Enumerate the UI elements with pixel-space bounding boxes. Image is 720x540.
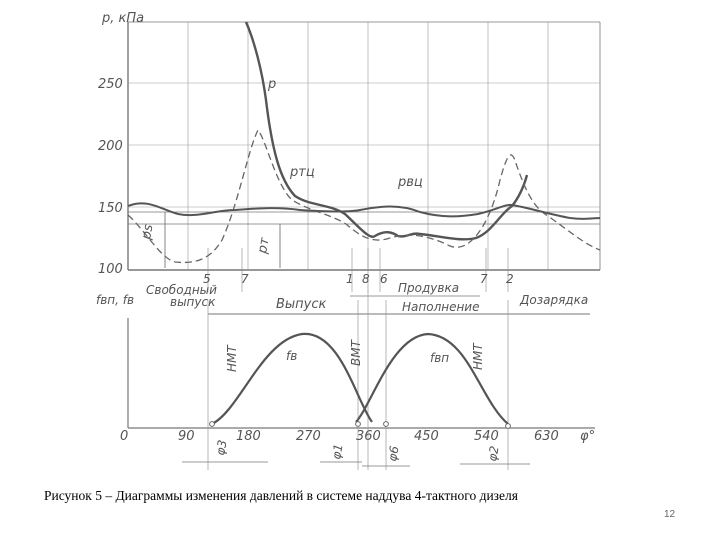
phase-free-exhaust-2: выпуск [170, 295, 216, 309]
bdc-right-label: НМТ [471, 342, 485, 370]
y-tick-250: 250 [98, 77, 123, 92]
angle-phi3: φ3 [213, 439, 229, 457]
pressure-y-ticks: p, кПа 250 200 150 100 [98, 11, 144, 277]
y-tick-200: 200 [98, 139, 123, 154]
pressure-vertical-grid [187, 22, 549, 270]
tdc-label: ВМТ [349, 338, 363, 366]
flow-area-chart [127, 290, 595, 470]
pressure-horizontal-grid [128, 82, 600, 208]
flow-y-label: fвп, fв [96, 293, 134, 307]
x-axis-label: φ° [580, 429, 595, 444]
marker-7b: 7 [480, 272, 488, 286]
x-tick-630: 630 [534, 429, 559, 444]
marker-7a: 7 [241, 272, 249, 286]
bdc-left-label: НМТ [225, 344, 239, 372]
valve-event-points [209, 421, 511, 429]
marker-2: 2 [506, 272, 514, 286]
figure-caption: Рисунок 5 – Диаграммы изменения давлений… [44, 488, 518, 503]
flow-text: fвп, fв Свободный выпуск Выпуск Продувка… [96, 281, 588, 372]
phase-supercharge: Дозарядка [519, 293, 588, 307]
pressure-curve-labels: p pтц pвц ps pт [139, 77, 423, 256]
pressure-y-label: p, кПа [101, 11, 144, 26]
angle-dimensions [182, 461, 530, 467]
pressure-chart [127, 21, 601, 292]
turbine-pressure-curve-ptc [127, 128, 601, 264]
marker-1: 1 [346, 272, 354, 286]
angle-labels: φ3 φ1 φ6 φ2 [213, 439, 501, 463]
cylinder-pressure-curve-p [244, 21, 529, 241]
x-tick-180: 180 [236, 429, 261, 444]
y-tick-150: 150 [98, 201, 123, 216]
label-ptc: pтц [289, 165, 315, 180]
label-pvc: pвц [397, 175, 423, 190]
label-fv: fв [286, 349, 297, 363]
x-tick-270: 270 [296, 429, 321, 444]
intake-valve-area-curve [355, 332, 509, 425]
flow-vertical-guides [207, 290, 509, 470]
x-tick-0: 0 [120, 429, 128, 444]
phase-scavenging: Продувка [398, 281, 459, 295]
marker-6: 6 [380, 272, 388, 286]
phase-filling: Наполнение [402, 300, 480, 314]
pressure-marker-lines [207, 248, 509, 292]
y-tick-100: 100 [98, 262, 123, 277]
page-number: 12 [664, 509, 676, 520]
label-pt: pт [255, 236, 273, 256]
angle-phi6: φ6 [385, 444, 402, 462]
compressor-pressure-curve-pvc [127, 202, 601, 220]
phase-exhaust: Выпуск [276, 297, 327, 312]
label-ps: ps [139, 223, 157, 242]
marker-5: 5 [203, 272, 211, 286]
exhaust-valve-area-curve [211, 332, 373, 425]
marker-8: 8 [362, 272, 370, 286]
x-tick-450: 450 [414, 429, 439, 444]
label-p: p [267, 77, 276, 92]
pressure-markers: 5 7 1 8 6 7 2 [203, 272, 514, 286]
pressure-diagram-figure: p, кПа 250 200 150 100 p pтц pвц ps pт 5… [96, 11, 601, 470]
phase-free-exhaust-1: Свободный [146, 283, 217, 297]
x-tick-540: 540 [474, 429, 499, 444]
x-tick-360: 360 [356, 429, 381, 444]
label-fvp: fвп [430, 351, 449, 365]
angle-phi2: φ2 [485, 445, 501, 463]
x-tick-90: 90 [178, 429, 195, 444]
angle-phi1: φ1 [329, 443, 345, 461]
flow-x-ticks: 0 90 180 270 360 450 540 630 φ° [120, 429, 595, 444]
